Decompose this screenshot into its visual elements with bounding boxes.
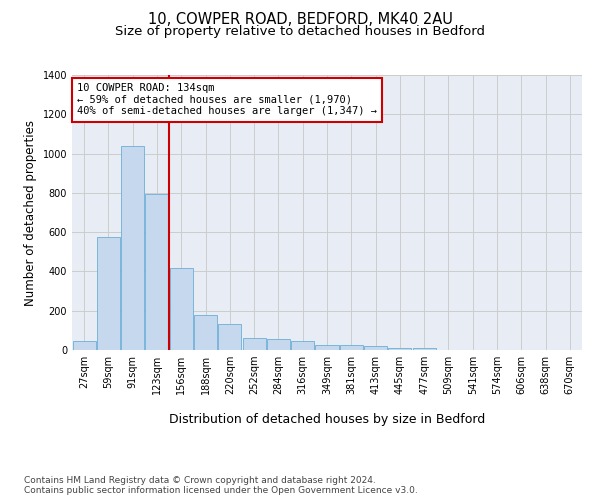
Bar: [340, 344, 363, 350]
Bar: [242, 338, 266, 350]
Y-axis label: Number of detached properties: Number of detached properties: [24, 120, 37, 306]
Text: 10 COWPER ROAD: 134sqm
← 59% of detached houses are smaller (1,970)
40% of semi-: 10 COWPER ROAD: 134sqm ← 59% of detached…: [77, 83, 377, 116]
Bar: [194, 314, 217, 350]
Bar: [73, 341, 95, 350]
Text: Distribution of detached houses by size in Bedford: Distribution of detached houses by size …: [169, 412, 485, 426]
Text: Contains HM Land Registry data © Crown copyright and database right 2024.
Contai: Contains HM Land Registry data © Crown c…: [24, 476, 418, 495]
Text: Size of property relative to detached houses in Bedford: Size of property relative to detached ho…: [115, 25, 485, 38]
Text: 10, COWPER ROAD, BEDFORD, MK40 2AU: 10, COWPER ROAD, BEDFORD, MK40 2AU: [148, 12, 452, 28]
Bar: [121, 146, 144, 350]
Bar: [364, 346, 387, 350]
Bar: [413, 348, 436, 350]
Bar: [170, 268, 193, 350]
Bar: [316, 344, 338, 350]
Bar: [145, 194, 169, 350]
Bar: [291, 341, 314, 350]
Bar: [97, 237, 120, 350]
Bar: [218, 324, 241, 350]
Bar: [267, 339, 290, 350]
Bar: [388, 348, 412, 350]
